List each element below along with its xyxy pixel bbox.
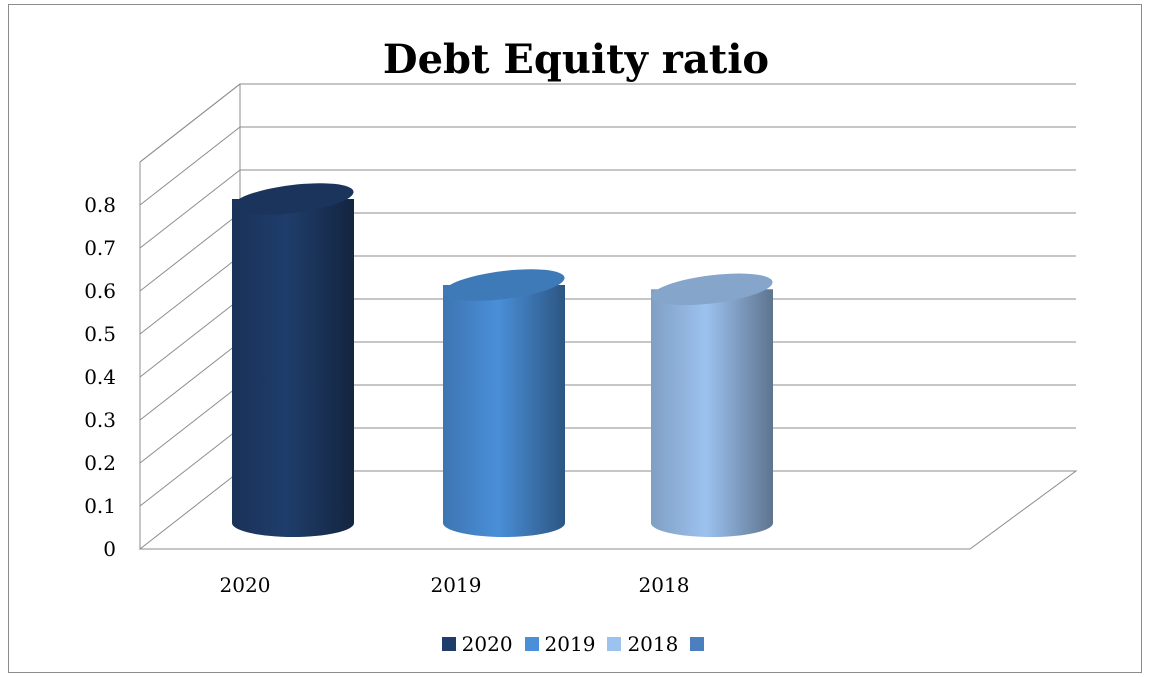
x-tick-label: 2020 <box>220 573 271 597</box>
bar-top-2018 <box>651 273 773 306</box>
chart-legend: 2020 2019 2018 <box>0 632 1152 656</box>
x-tick-label: 2019 <box>431 573 482 597</box>
legend-label: 2019 <box>544 632 596 656</box>
gridline-diagonal <box>139 126 241 206</box>
bar-top-2019 <box>443 269 565 301</box>
legend-label: 2020 <box>461 632 513 656</box>
gridline-diagonal <box>139 83 241 163</box>
legend-swatch <box>607 637 622 651</box>
gridline-diagonal <box>139 169 241 249</box>
legend-swatch <box>441 637 456 651</box>
y-tick-label: 0 <box>103 537 116 561</box>
legend-item: 2019 <box>524 632 596 656</box>
y-tick-label: 0.8 <box>84 193 116 217</box>
chart-frame <box>8 4 1142 673</box>
y-tick-label: 0.2 <box>84 451 116 475</box>
legend-swatch <box>524 637 539 651</box>
gridline-diagonal <box>139 427 241 507</box>
bar-2018 <box>651 289 773 537</box>
gridline-diagonal <box>139 341 241 421</box>
y-tick-label: 0.7 <box>84 236 116 260</box>
legend-item: 2020 <box>441 632 513 656</box>
bar-top-2020 <box>232 183 354 215</box>
gridline-diagonal <box>139 255 241 335</box>
chart-title: Debt Equity ratio <box>382 36 770 83</box>
y-tick-label: 0.5 <box>84 322 116 346</box>
gridline-diagonal <box>139 384 241 464</box>
x-tick-label: 2018 <box>639 573 690 597</box>
y-tick-label: 0.1 <box>84 494 116 518</box>
y-tick-label: 0.4 <box>84 365 116 389</box>
bar-2019 <box>443 285 565 537</box>
legend-label: 2018 <box>627 632 679 656</box>
y-tick-label: 0.3 <box>84 408 116 432</box>
gridline-diagonal <box>139 212 241 292</box>
y-tick-label: 0.6 <box>84 279 116 303</box>
gridline-diagonal <box>139 298 241 378</box>
legend-item <box>690 637 710 651</box>
legend-item: 2018 <box>607 632 678 656</box>
bar-2020 <box>232 199 354 537</box>
legend-swatch <box>690 637 705 651</box>
chart-floor <box>138 470 1078 550</box>
